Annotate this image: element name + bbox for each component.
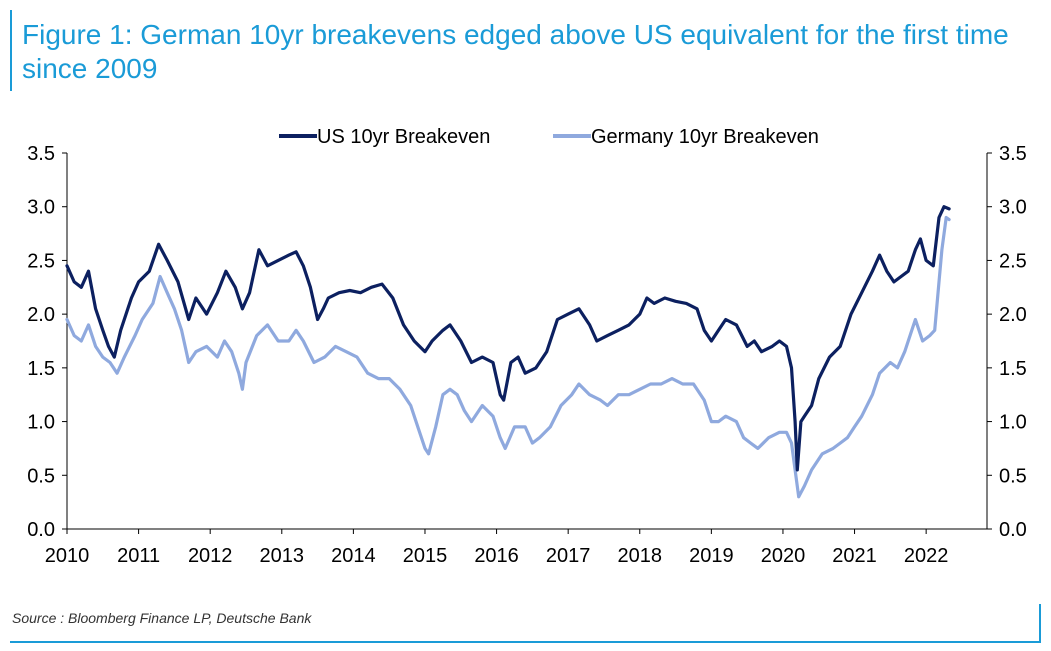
x-tick-label: 2014 — [331, 545, 376, 567]
y-tick-label-right: 0.0 — [999, 519, 1027, 541]
series-line-us-10yr-breakeven — [65, 205, 951, 472]
series-line-germany-10yr-breakeven — [65, 215, 951, 499]
y-tick-label-right: 0.5 — [999, 465, 1027, 487]
x-tick-label: 2016 — [474, 545, 519, 567]
x-tick-label: 2013 — [260, 545, 305, 567]
x-tick-label: 2011 — [117, 545, 160, 567]
x-tick-label: 2019 — [689, 545, 734, 567]
right-divider — [1039, 604, 1041, 643]
y-tick-label-right: 2.5 — [999, 250, 1027, 272]
x-tick-label: 2010 — [45, 545, 90, 567]
x-tick-label: 2022 — [904, 545, 949, 567]
y-tick-label-left: 1.0 — [27, 412, 55, 434]
x-tick-label: 2015 — [403, 545, 448, 567]
x-tick-label: 2017 — [546, 545, 591, 567]
y-tick-label-left: 1.5 — [27, 358, 55, 380]
figure-title: Figure 1: German 10yr breakevens edged a… — [22, 19, 1009, 84]
line-chart: 0.0 0.0 0.5 0.5 1.0 1.0 1.5 1.5 2.0 2.0 2.5 2.5 3.0 3… — [27, 126, 1027, 567]
y-tick-label-right: 2.0 — [999, 304, 1027, 326]
y-tick-label-right: 3.5 — [999, 143, 1027, 165]
y-tick-label-left: 0.5 — [27, 465, 55, 487]
x-tick-label: 2012 — [188, 545, 233, 567]
x-tick-label: 2020 — [761, 545, 806, 567]
y-tick-label-right: 1.5 — [999, 358, 1027, 380]
x-tick-label: 2018 — [618, 545, 663, 567]
y-tick-label-right: 3.0 — [999, 197, 1027, 219]
y-tick-label-right: 1.0 — [999, 412, 1027, 434]
y-tick-label-left: 3.5 — [27, 143, 55, 165]
y-tick-label-left: 2.5 — [27, 250, 55, 272]
chart-series — [65, 205, 951, 499]
title-block: Figure 1: German 10yr breakevens edged a… — [10, 10, 1032, 91]
x-tick-label: 2021 — [832, 545, 877, 567]
legend-label-germany-10yr-breakeven: Germany 10yr Breakeven — [591, 126, 819, 148]
source-note: Source : Bloomberg Finance LP, Deutsche … — [12, 610, 312, 626]
bottom-divider — [10, 641, 1041, 643]
legend-label-us-10yr-breakeven: US 10yr Breakeven — [317, 126, 490, 148]
y-tick-label-left: 0.0 — [27, 519, 55, 541]
chart-legend: US 10yr Breakeven Germany 10yr Breakeven — [279, 126, 819, 148]
y-tick-label-left: 2.0 — [27, 304, 55, 326]
y-tick-label-left: 3.0 — [27, 197, 55, 219]
chart-axes: 0.0 0.0 0.5 0.5 1.0 1.0 1.5 1.5 2.0 2.0 2.5 2.5 3.0 3… — [27, 143, 1027, 567]
